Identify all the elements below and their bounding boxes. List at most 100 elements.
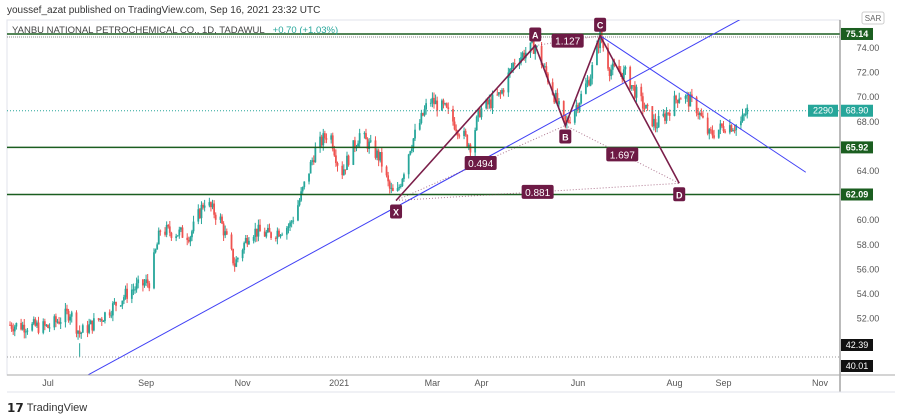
time-tick-label: Apr — [474, 378, 488, 388]
candle-body — [510, 67, 513, 69]
candle-body — [142, 279, 144, 286]
candle-body — [233, 263, 236, 267]
candle-body — [744, 114, 747, 116]
candle-body — [219, 216, 222, 220]
drawings: 0.494 1.127 1.697 0.881 X A B C D — [7, 17, 840, 375]
candle-body — [80, 332, 83, 335]
time-tick-label: Nov — [235, 378, 252, 388]
candle-body — [678, 98, 681, 103]
candle-body — [134, 289, 136, 291]
candle-body — [45, 324, 48, 326]
candle-body — [610, 69, 613, 77]
candle-body — [535, 45, 538, 47]
candle-body — [354, 140, 356, 149]
candle-body — [368, 141, 371, 150]
candle-body — [380, 152, 383, 167]
candle-body — [257, 224, 260, 237]
ratio-label: 1.697 — [610, 150, 635, 161]
level-price-badge — [841, 141, 873, 154]
candle-body — [743, 114, 745, 116]
candle-body — [358, 133, 361, 144]
extreme-price-label: 42.39 — [846, 340, 869, 350]
candle-body — [285, 227, 288, 235]
candle-body — [475, 116, 478, 131]
candle-body — [165, 225, 168, 235]
candle-body — [497, 92, 500, 95]
candle-body — [113, 301, 116, 304]
candle-body — [399, 186, 402, 188]
candle-body — [20, 322, 23, 330]
candle-body — [244, 237, 247, 243]
candle-body — [259, 224, 261, 232]
candle-body — [556, 92, 559, 105]
candle-body — [126, 288, 128, 299]
candle-body — [26, 330, 29, 332]
candle-body — [502, 89, 505, 93]
candle-body — [540, 45, 543, 66]
candle-body — [89, 320, 92, 325]
candle-body — [496, 94, 499, 96]
candle-body — [534, 45, 537, 54]
candle-body — [379, 152, 382, 161]
candle-body — [9, 324, 11, 326]
candle-body — [187, 239, 190, 242]
candle-body — [319, 136, 322, 148]
candle-body — [640, 86, 643, 97]
candle-body — [531, 40, 533, 43]
candle-body — [700, 112, 703, 116]
candle-body — [48, 327, 51, 329]
candle-body — [466, 134, 469, 147]
candle-body — [412, 138, 415, 149]
candle-body — [270, 232, 272, 238]
candle-body — [170, 232, 173, 238]
candle-body — [385, 166, 388, 176]
candle-body — [730, 125, 733, 132]
candle-body — [545, 66, 548, 74]
price-tick-label: 52.00 — [857, 314, 880, 324]
candle-body — [10, 325, 13, 329]
candle-body — [37, 322, 40, 333]
candle-body — [477, 109, 480, 117]
ratio-badge — [551, 33, 584, 48]
candle-body — [664, 113, 666, 121]
candle-body — [344, 169, 347, 171]
candle-body — [558, 101, 560, 105]
candle-body — [236, 258, 239, 260]
pattern-point-label: D — [676, 190, 683, 200]
candle-body — [388, 181, 391, 189]
candle-body — [668, 113, 671, 116]
trend-line — [87, 20, 741, 375]
candle-body — [422, 113, 424, 116]
ratio-badge — [606, 147, 639, 162]
candle-body — [607, 47, 609, 69]
candle-body — [735, 125, 738, 131]
candle-body — [153, 252, 155, 289]
candle-body — [198, 209, 201, 219]
candle-body — [254, 228, 257, 237]
candle-body — [529, 42, 532, 53]
candle-body — [357, 143, 359, 147]
candle-body — [602, 41, 605, 48]
pattern-point-badge — [529, 27, 542, 42]
candle-body — [287, 226, 290, 228]
candle-body — [97, 318, 100, 320]
ratio-label: 0.881 — [525, 188, 550, 199]
candle-body — [322, 133, 325, 146]
candle-body — [634, 85, 636, 98]
time-tick-label: Sep — [138, 378, 154, 388]
candle-body — [290, 221, 293, 223]
tradingview-logo[interactable]: 𝟭𝟳 TradingView — [7, 401, 87, 415]
brand-name: TradingView — [26, 402, 88, 414]
candles — [9, 28, 749, 357]
currency-label: SAR — [865, 14, 882, 23]
candle-body — [463, 130, 465, 137]
candle-body — [553, 94, 556, 103]
candle-body — [523, 52, 526, 59]
candle-body — [66, 308, 68, 311]
level-price-label: 62.09 — [846, 189, 869, 199]
candle-body — [431, 97, 434, 103]
time-tick-label: Jun — [571, 378, 586, 388]
ratio-label: 0.494 — [468, 159, 493, 170]
candle-body — [401, 178, 404, 187]
